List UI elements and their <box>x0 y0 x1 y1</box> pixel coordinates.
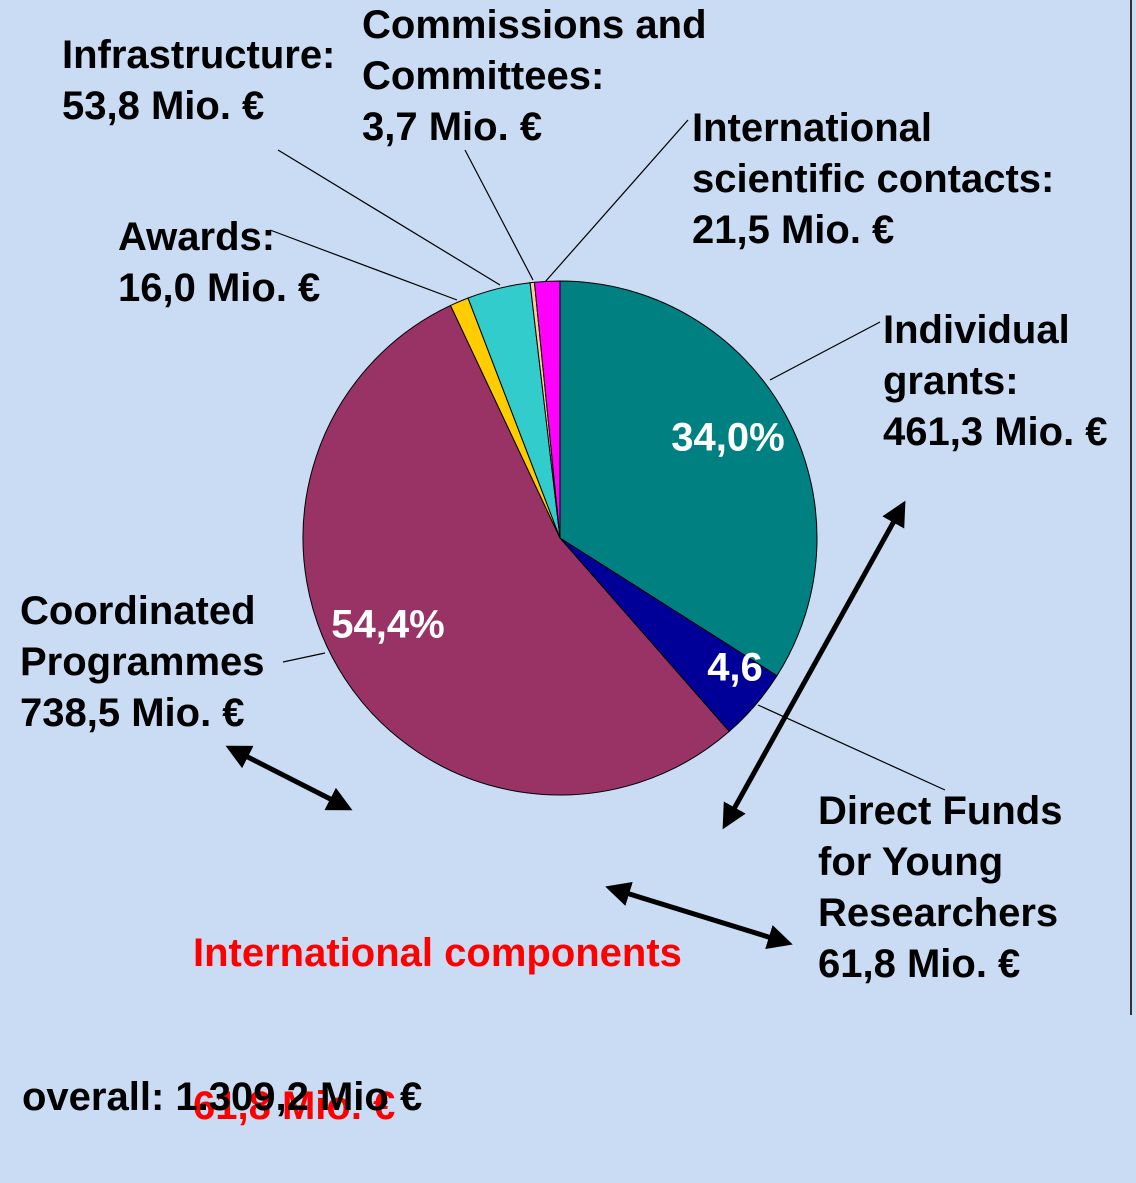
slice-name: Infrastructure: <box>62 33 336 77</box>
inner-labels: 34,0% 4,6 54,4% <box>331 416 784 690</box>
slice-name: Individual grants: <box>883 308 1070 403</box>
leader-line <box>544 119 689 283</box>
slice-name: Coordinated Programmes <box>20 589 265 684</box>
slice-value: 738,5 Mio. € <box>20 691 245 735</box>
slice-name: Commissions and Committees: <box>362 3 707 98</box>
slice-label: International scientific contacts: 21,5 M… <box>692 103 1054 256</box>
slice-name: International scientific contacts: <box>692 106 1055 201</box>
leader-line <box>269 229 458 301</box>
slice-value: 21,5 Mio. € <box>692 208 895 252</box>
arrow <box>722 500 906 830</box>
inner-label: 34,0% <box>671 416 784 460</box>
pie-slice <box>302 304 730 796</box>
pie-slice <box>533 280 561 539</box>
chart: 34,0% 4,6 54,4% International components 6… <box>20 0 1132 1128</box>
slice-name: Awards: <box>118 215 276 259</box>
inner-label: 54,4% <box>331 603 444 647</box>
annotation: overall: 1.309,2 Mio € <box>22 970 422 1174</box>
leader-line <box>464 149 534 281</box>
slice-label: Awards: 16,0 Mio. € <box>118 212 320 314</box>
slice-name: Direct Funds for Young Researchers <box>818 789 1063 935</box>
leader-line <box>769 321 881 381</box>
annotation-text: International components <box>193 931 682 975</box>
slice-label: Infrastructure: 53,8 Mio. € <box>62 30 335 132</box>
slice-value: 53,8 Mio. € <box>62 84 265 128</box>
chart-canvas: 34,0% 4,6 54,4% <box>225 0 1132 1015</box>
arrows <box>225 500 906 950</box>
arrow <box>225 745 353 811</box>
inner-label: 4,6 <box>707 646 763 690</box>
slice-label: Commissions and Committees: 3,7 Mio. € <box>362 0 707 153</box>
slice-label: Direct Funds for Young Researchers 61,8 M… <box>818 786 1062 990</box>
slice-label: Coordinated Programmes 738,5 Mio. € <box>20 586 265 739</box>
slice-value: 61,8 Mio. € <box>818 942 1021 986</box>
slice-value: 3,7 Mio. € <box>362 105 543 149</box>
slice-label: Individual grants: 461,3 Mio. € <box>883 305 1108 458</box>
slice-value: 16,0 Mio. € <box>118 266 321 310</box>
annotation-text: overall: 1.309,2 Mio € <box>22 1075 423 1119</box>
arrow <box>605 881 793 950</box>
leader-line <box>277 149 501 286</box>
slice-value: 461,3 Mio. € <box>883 410 1108 454</box>
pie <box>302 280 818 796</box>
leader-line <box>282 652 326 663</box>
